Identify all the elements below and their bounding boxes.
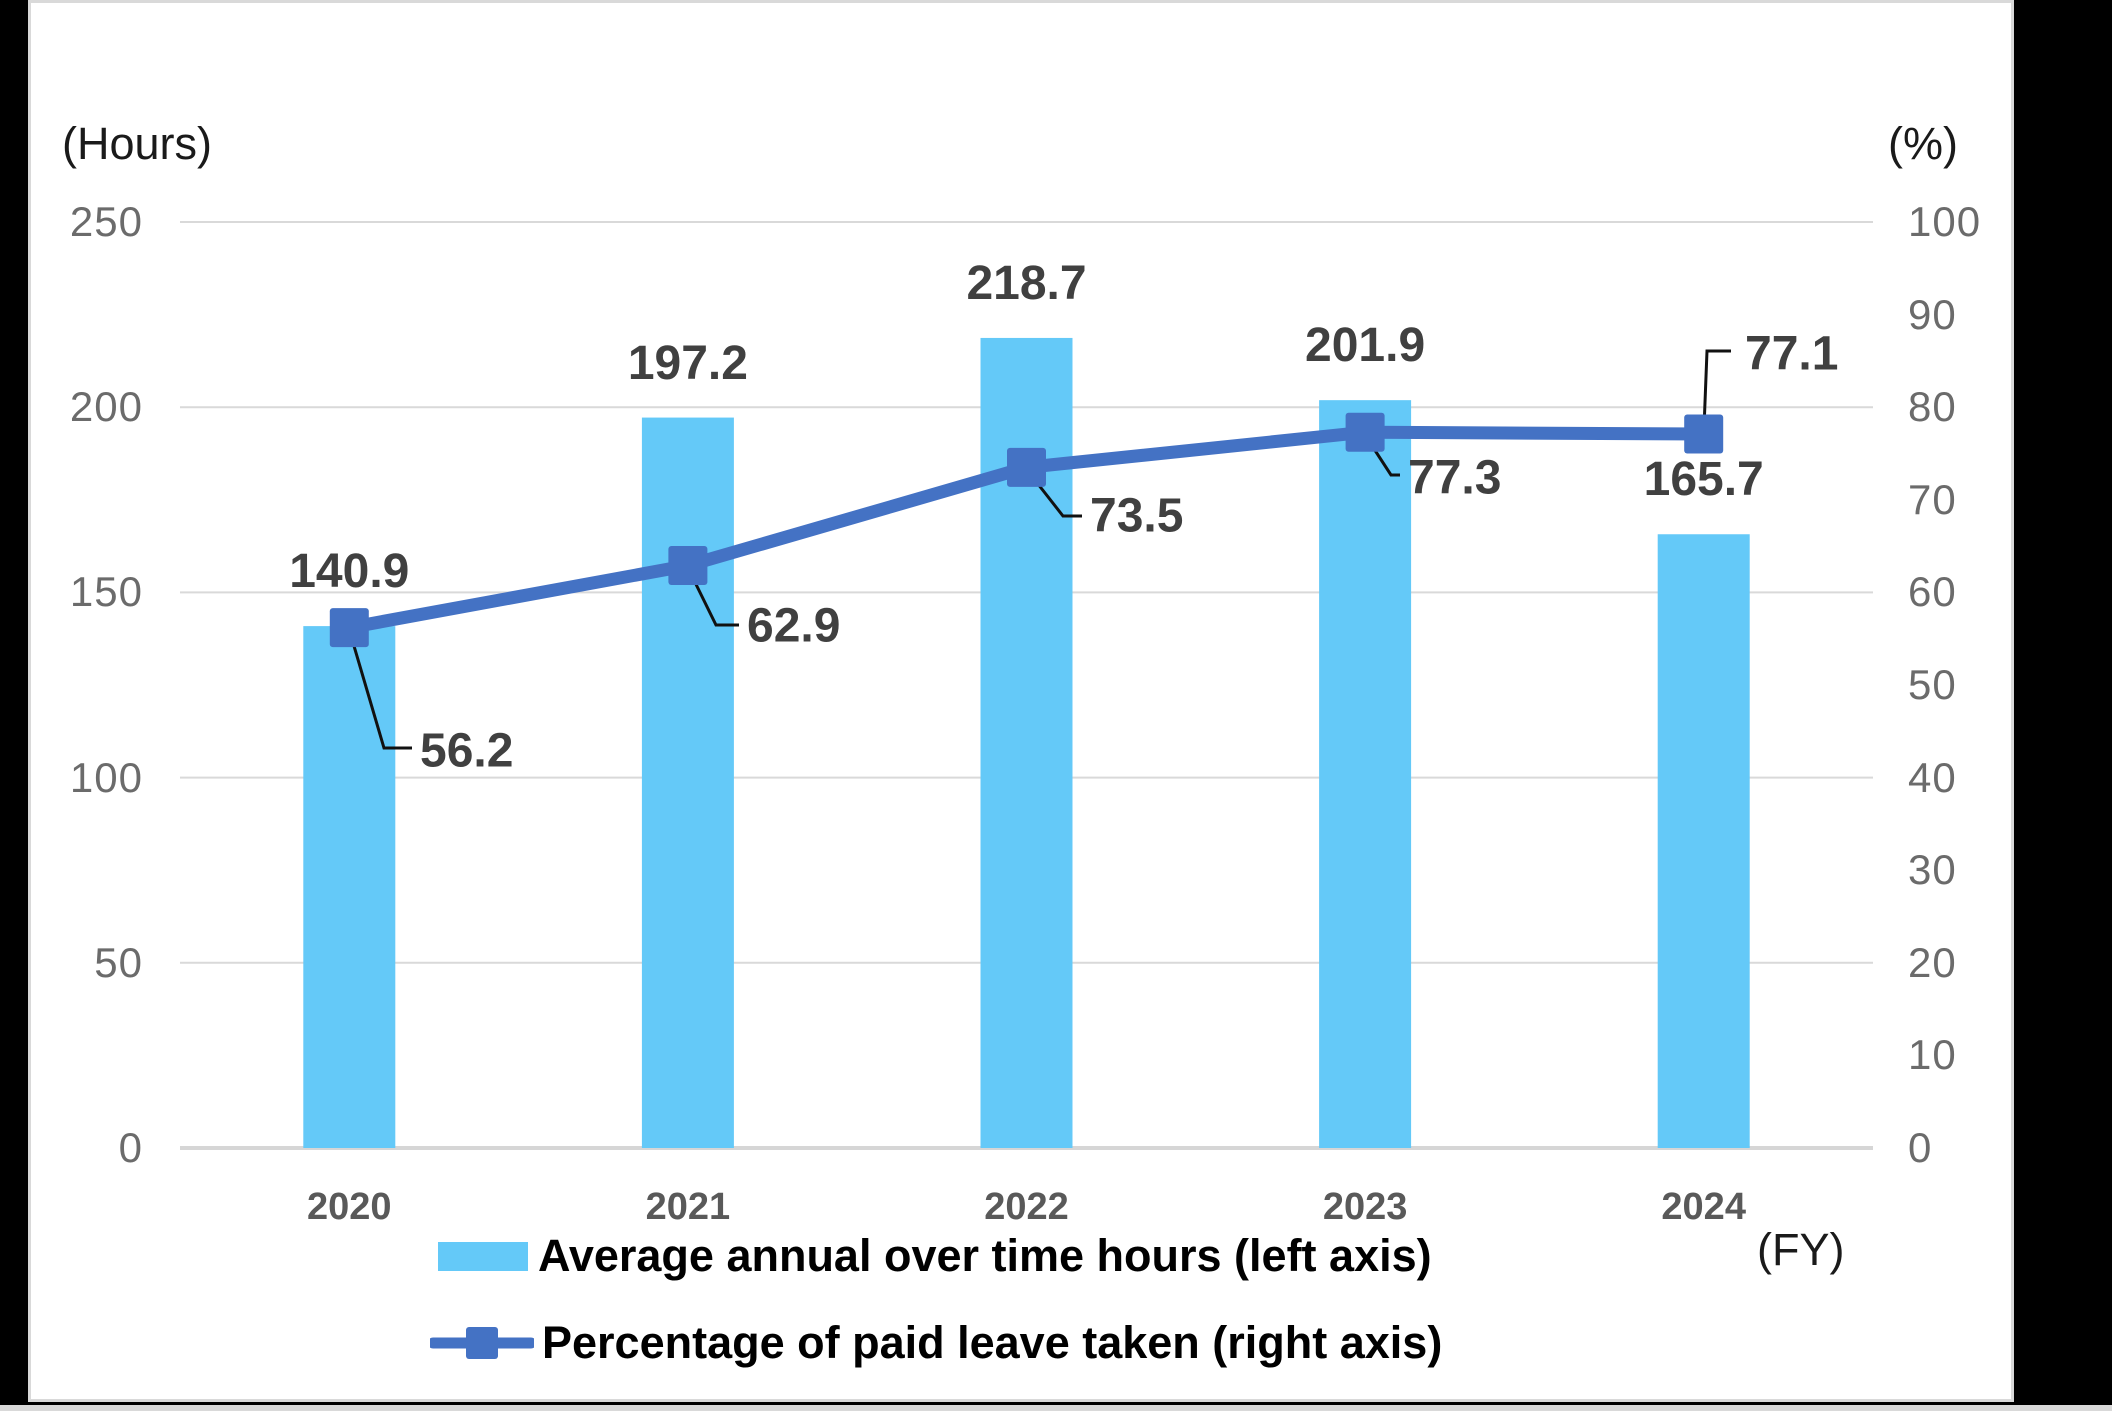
x-axis-label-2020: 2020 [307,1186,392,1228]
line-marker-2020 [329,608,369,648]
x-axis-label-2023: 2023 [1322,1186,1408,1228]
screen-edge-strip [0,1405,2112,1411]
left-axis-tick-250: 250 [69,198,143,245]
right-axis-tick-70: 70 [1908,475,1957,523]
bar-value-label-2022: 218.7 [966,256,1087,310]
right-axis-tick-50: 50 [1908,661,1957,708]
line-marker-2021 [668,546,708,586]
bar-2020 [303,626,396,1148]
right-axis-tick-30: 30 [1908,846,1957,894]
left-axis-title: (Hours) [62,118,213,169]
bar-value-label-2020: 140.9 [289,545,410,599]
bar-value-label-2021: 197.2 [627,336,748,390]
right-axis-tick-60: 60 [1908,568,1957,616]
right-axis-tick-90: 90 [1908,290,1957,338]
line-value-label-2024: 77.1 [1745,327,1839,381]
bar-value-label-2023: 201.9 [1305,319,1426,373]
left-axis-tick-100: 100 [69,753,143,801]
line-value-label-2023: 77.3 [1408,451,1502,505]
legend-label-bar-series: Average annual over time hours (left axi… [538,1230,1432,1281]
line-marker-2023 [1345,412,1385,452]
legend-label-line-series: Percentage of paid leave taken (right ax… [542,1317,1443,1368]
legend-item-bar-series: Average annual over time hours (left axi… [438,1230,1432,1282]
bar-series-swatch-icon [438,1241,528,1271]
left-axis-tick-50: 50 [94,938,143,986]
bar-2024 [1657,534,1750,1148]
leader-line-2020 [347,628,412,750]
left-axis-tick-0: 0 [118,1124,143,1171]
bar-2023 [1319,400,1412,1148]
legend-item-line-series: Percentage of paid leave taken (right ax… [430,1317,1442,1369]
right-axis-tick-0: 0 [1908,1124,1933,1171]
bar-2021 [641,417,734,1149]
leader-line-2021 [686,567,739,627]
x-axis-title: (FY) [1757,1224,1845,1275]
x-axis-label-2022: 2022 [984,1186,1069,1228]
right-axis-tick-40: 40 [1908,753,1957,801]
line-series-swatch-icon [430,1327,534,1359]
bar-value-label-2024: 165.7 [1643,453,1764,507]
line-value-label-2020: 56.2 [420,724,514,778]
right-axis-title: (%) [1888,118,1958,169]
line-marker-2024 [1684,414,1724,454]
left-axis-tick-200: 200 [69,383,143,431]
left-axis-tick-150: 150 [69,568,143,616]
right-axis-tick-20: 20 [1908,938,1957,986]
right-axis-tick-100: 100 [1908,198,1982,245]
line-value-label-2021: 62.9 [747,599,841,653]
line-marker-2022 [1007,447,1046,487]
line-value-label-2022: 73.5 [1090,489,1184,543]
x-axis-label-2024: 2024 [1661,1186,1746,1228]
x-axis-label-2021: 2021 [645,1186,731,1228]
leader-line-2024 [1702,349,1731,429]
right-axis-tick-80: 80 [1908,383,1957,431]
right-axis-tick-10: 10 [1908,1031,1957,1079]
